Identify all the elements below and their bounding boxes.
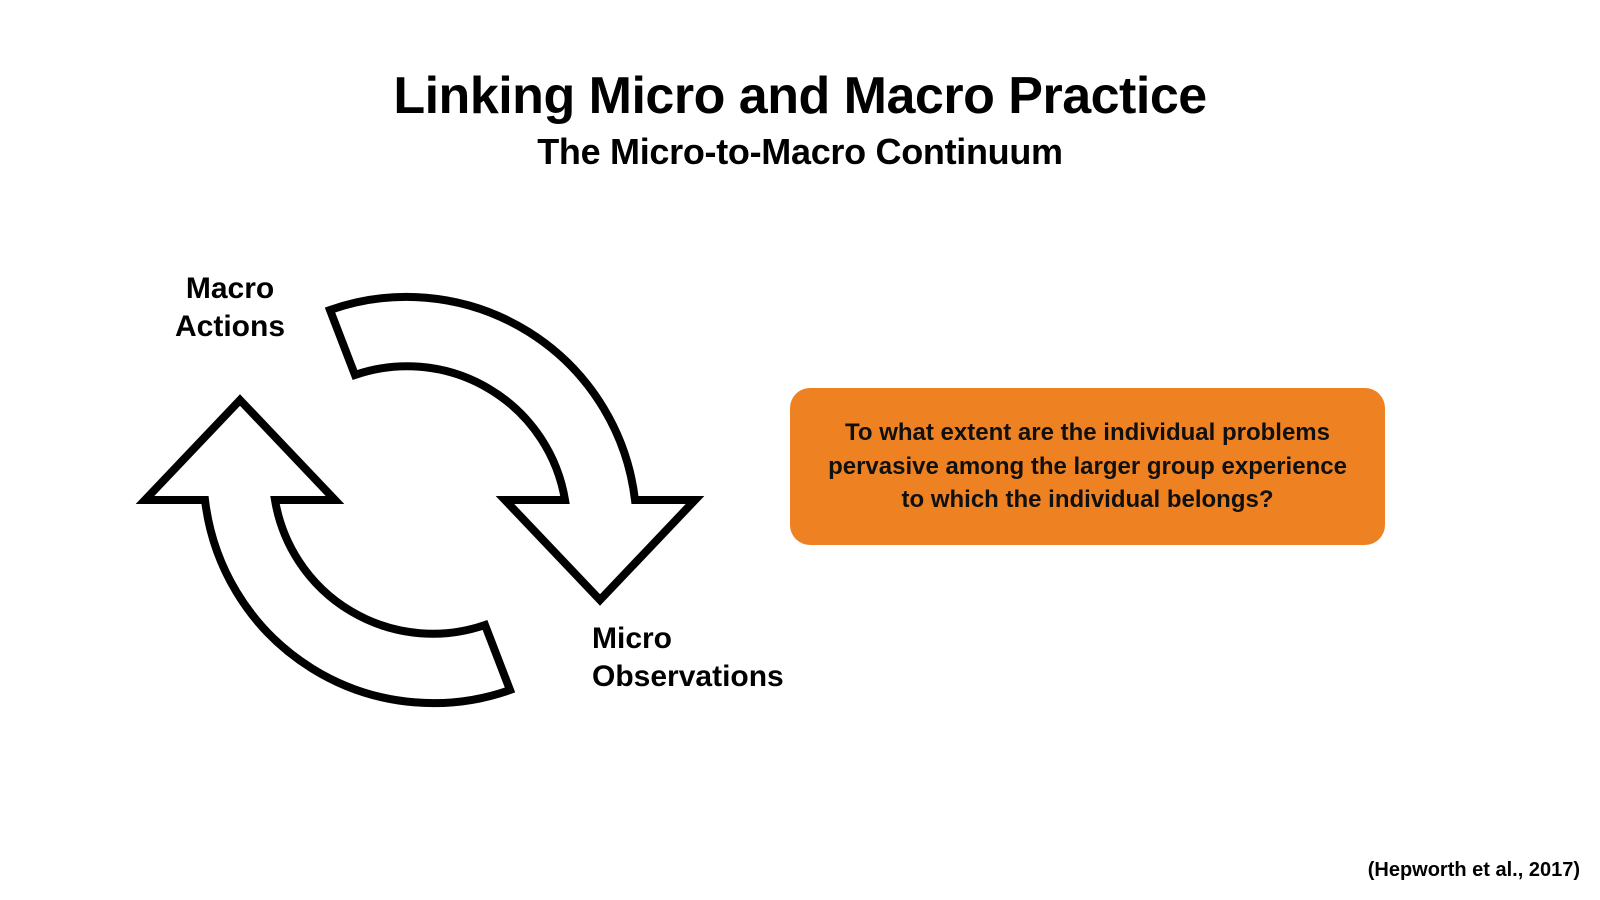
slide-subtitle: The Micro-to-Macro Continuum <box>0 131 1600 173</box>
callout-box: To what extent are the individual proble… <box>790 388 1385 545</box>
citation: (Hepworth et al., 2017) <box>1368 859 1580 882</box>
macro-label-line2: Actions <box>175 308 285 346</box>
macro-label-line1: Macro <box>175 270 285 308</box>
title-block: Linking Micro and Macro Practice The Mic… <box>0 0 1600 173</box>
slide-title: Linking Micro and Macro Practice <box>0 68 1600 125</box>
callout-text: To what extent are the individual proble… <box>824 416 1351 517</box>
micro-label-line2: Observations <box>592 658 784 696</box>
micro-observations-label: Micro Observations <box>592 620 784 695</box>
macro-actions-label: Macro Actions <box>175 270 285 345</box>
micro-label-line1: Micro <box>592 620 784 658</box>
